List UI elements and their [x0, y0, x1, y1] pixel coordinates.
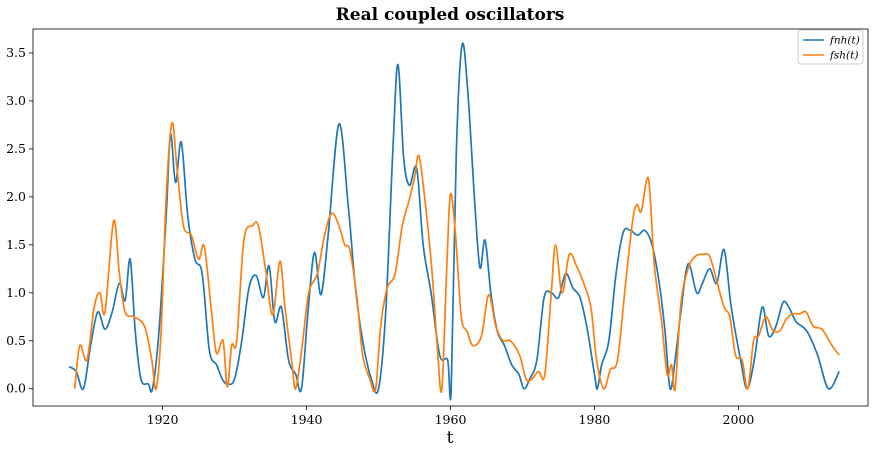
y-tick-label: 3.5	[6, 45, 26, 60]
legend-label-fnh: fnh(t)	[829, 35, 860, 47]
y-tick-label: 1.0	[6, 285, 26, 300]
legend: fnh(t) fsh(t)	[797, 29, 864, 65]
y-tick-label: 0.0	[6, 381, 26, 396]
y-tick-label: 0.5	[6, 333, 26, 348]
chart-title: Real coupled oscillators	[336, 5, 565, 25]
y-tick-label: 2.5	[6, 141, 26, 156]
y-tick-label: 3.0	[6, 93, 26, 108]
x-tick-label: 1940	[291, 412, 323, 427]
x-tick-label: 2000	[723, 412, 755, 427]
x-tick-label: 1980	[579, 412, 611, 427]
y-axis: 0.0 0.5 1.0 1.5 2.0 2.5 3.0 3.5	[6, 45, 33, 396]
x-axis-label: t	[447, 428, 454, 448]
y-tick-label: 1.5	[6, 237, 26, 252]
y-tick-label: 2.0	[6, 189, 26, 204]
series-line-fsht	[73, 122, 840, 393]
plot-area	[32, 28, 869, 407]
plot-lines	[68, 42, 840, 401]
x-tick-label: 1920	[147, 412, 179, 427]
legend-label-fsh: fsh(t)	[829, 50, 858, 62]
x-axis: 1920 1940 1960 1980 2000	[147, 406, 755, 427]
x-tick-label: 1960	[435, 412, 467, 427]
